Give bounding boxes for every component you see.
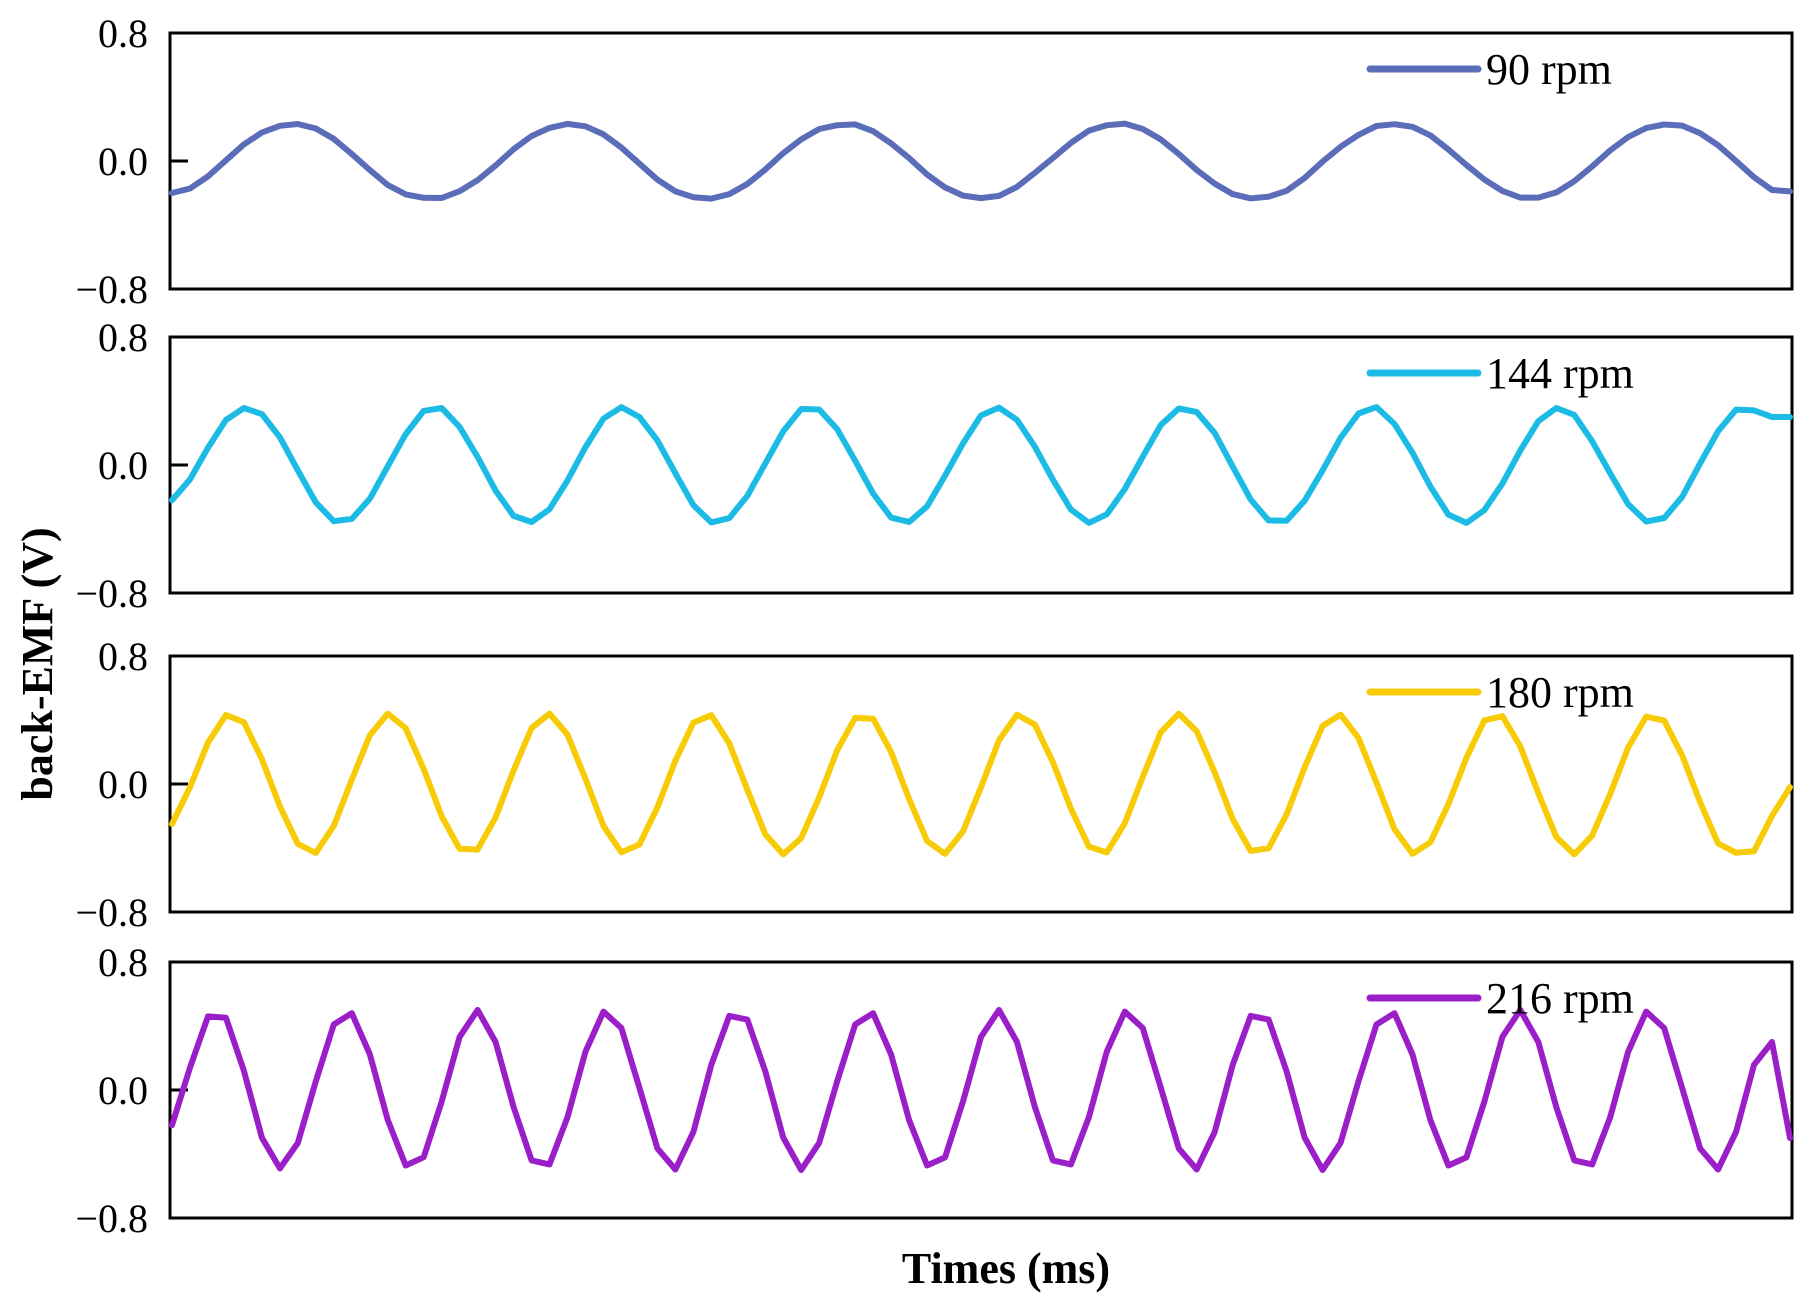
x-axis-title: Times (ms) (902, 1244, 1110, 1293)
y-tick-label: 0.8 (98, 315, 148, 360)
legend-label: 216 rpm (1486, 974, 1634, 1023)
y-tick-label: −0.8 (75, 571, 148, 616)
y-tick-label: 0.0 (98, 139, 148, 184)
legend-label: 144 rpm (1486, 349, 1634, 398)
y-axis-title: back-EMF (V) (13, 527, 62, 800)
series-line (169, 1007, 1793, 1173)
y-tick-label: 0.0 (98, 443, 148, 488)
y-tick-label: −0.8 (75, 890, 148, 935)
panels-layer: 0.8 0.0 −0.8 90 rpm 0.8 0.0 −0.8 144 rpm 0.8 0.0 −… (75, 11, 1794, 1241)
y-tick-label: −0.8 (75, 267, 148, 312)
y-tick-label: 0.8 (98, 634, 148, 679)
y-tick-label: −0.8 (75, 1196, 148, 1241)
series-line (169, 710, 1793, 858)
y-tick-label: 0.8 (98, 940, 148, 985)
y-tick-label: 0.0 (98, 762, 148, 807)
y-tick-label: 0.0 (98, 1068, 148, 1113)
y-tick-label: 0.8 (98, 11, 148, 56)
legend-label: 180 rpm (1486, 668, 1634, 717)
legend-label: 90 rpm (1486, 45, 1612, 94)
panel-4: 0.8 0.0 −0.8 216 rpm (75, 940, 1794, 1241)
panel-2: 0.8 0.0 −0.8 144 rpm (75, 315, 1794, 616)
series-line (169, 120, 1793, 202)
series-line (169, 404, 1793, 526)
panel-1: 0.8 0.0 −0.8 90 rpm (75, 11, 1794, 312)
panel-3: 0.8 0.0 −0.8 180 rpm (75, 634, 1794, 935)
